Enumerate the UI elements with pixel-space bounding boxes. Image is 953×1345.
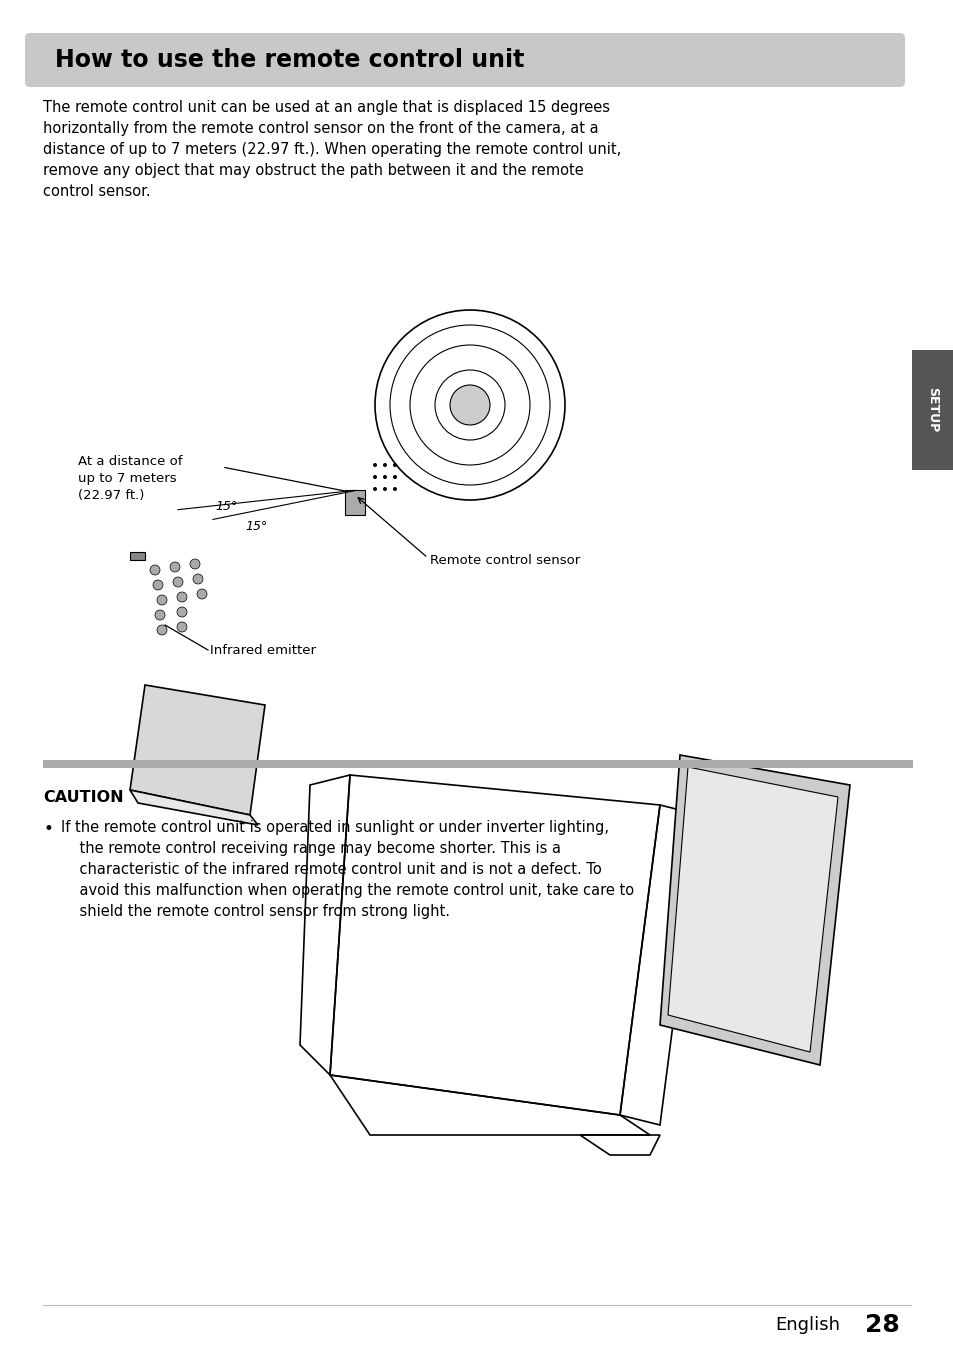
Text: The remote control unit can be used at an angle that is displaced 15 degrees
hor: The remote control unit can be used at a… [43,100,620,199]
Text: 28: 28 [864,1313,899,1337]
Circle shape [393,475,396,479]
Circle shape [373,487,376,491]
FancyBboxPatch shape [25,34,904,87]
Text: 15°: 15° [214,500,237,514]
Text: Remote control sensor: Remote control sensor [430,554,579,566]
Circle shape [393,487,396,491]
Circle shape [152,580,163,590]
Polygon shape [130,685,265,815]
Bar [43,760,912,768]
Circle shape [382,463,387,467]
Bar [345,490,365,515]
Circle shape [193,574,203,584]
Circle shape [382,475,387,479]
Circle shape [177,592,187,603]
Text: How to use the remote control unit: How to use the remote control unit [55,48,524,73]
Circle shape [157,625,167,635]
Circle shape [393,463,396,467]
Polygon shape [667,767,837,1052]
Circle shape [170,562,180,572]
Circle shape [450,385,490,425]
Circle shape [196,589,207,599]
Polygon shape [130,790,257,824]
Circle shape [382,487,387,491]
Polygon shape [659,755,849,1065]
Text: 15°: 15° [245,521,267,534]
Circle shape [172,577,183,586]
Circle shape [150,565,160,576]
Text: English: English [774,1315,840,1334]
Text: SETUP: SETUP [925,387,939,433]
Circle shape [177,607,187,617]
Text: •: • [43,820,52,838]
Text: Infrared emitter: Infrared emitter [210,643,315,656]
Bar [911,350,953,469]
Text: CAUTION: CAUTION [43,790,124,806]
Circle shape [190,560,200,569]
Circle shape [373,463,376,467]
Text: If the remote control unit is operated in sunlight or under inverter lighting,
 : If the remote control unit is operated i… [61,820,634,919]
Circle shape [154,611,165,620]
Circle shape [177,621,187,632]
Circle shape [157,594,167,605]
Circle shape [373,475,376,479]
Bar [130,551,145,560]
Text: At a distance of
up to 7 meters
(22.97 ft.): At a distance of up to 7 meters (22.97 f… [78,455,182,502]
